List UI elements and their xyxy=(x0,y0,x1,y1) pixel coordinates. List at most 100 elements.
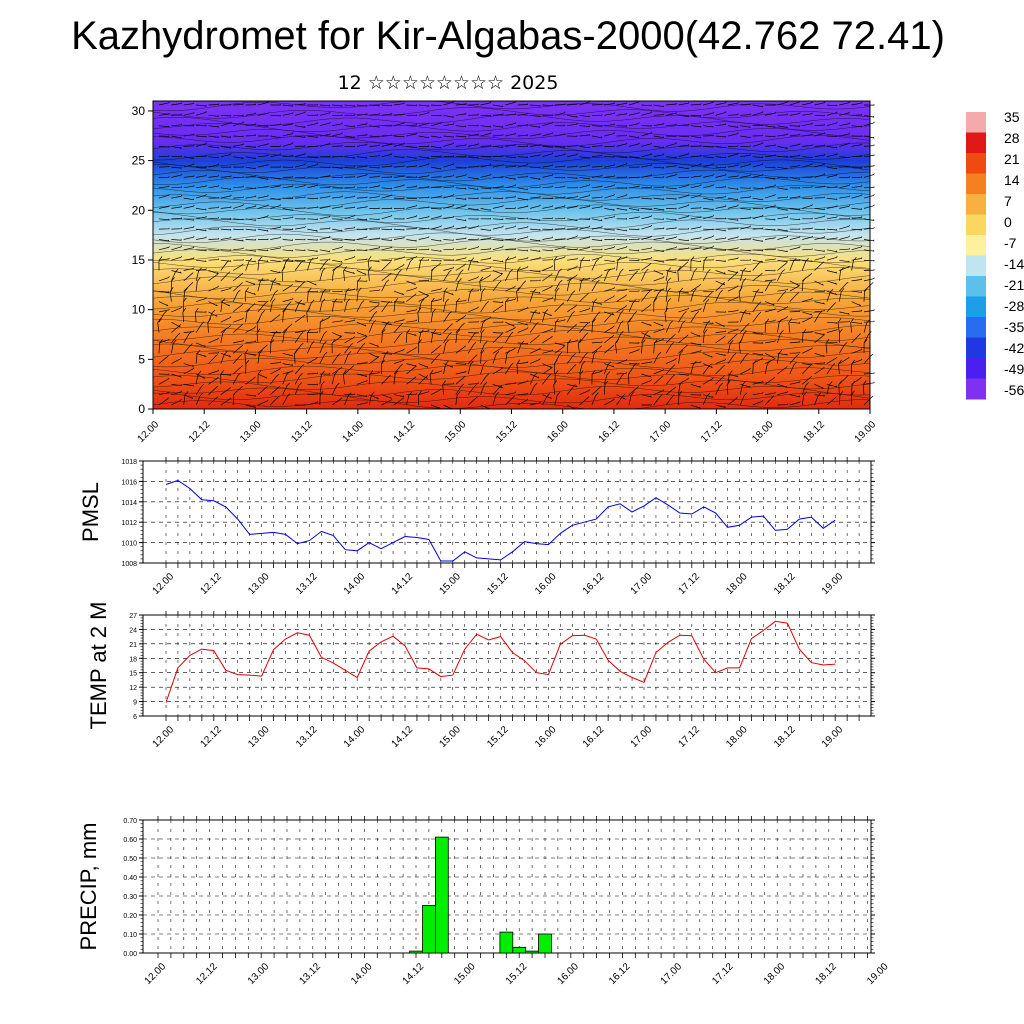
colorbar-label: 14 xyxy=(1004,172,1020,188)
colorbar-swatch xyxy=(966,153,986,174)
x-tick-label: 17.12 xyxy=(710,961,736,987)
colorbar-swatch xyxy=(966,358,986,379)
y-axis-title: PMSL xyxy=(78,482,103,542)
colorbar-swatch xyxy=(966,112,986,133)
y-tick-label: 0 xyxy=(138,402,145,416)
x-tick-label: 14.00 xyxy=(349,961,375,987)
colorbar-label: -28 xyxy=(1004,298,1024,314)
temp-panel: 6 9 12 15 18 21 24 27 12.00 12.12 13.00 13.12 14.00 1… xyxy=(86,602,875,750)
precip-bar xyxy=(512,946,527,954)
x-tick-label: 14.12 xyxy=(392,419,418,445)
x-tick-label: 16.00 xyxy=(533,571,559,597)
x-tick-label: 19.00 xyxy=(853,419,879,445)
precip-bar xyxy=(409,950,423,954)
colorbar-swatch xyxy=(966,317,986,338)
colorbar-swatch xyxy=(966,132,986,154)
colorbar-swatch xyxy=(966,194,986,215)
x-tick-label: 13.00 xyxy=(246,571,272,597)
x-tick-label: 19.00 xyxy=(820,571,846,597)
panel-frame xyxy=(142,614,872,717)
colorbar-label: 28 xyxy=(1004,130,1020,146)
x-tick-label: 18.12 xyxy=(772,571,798,597)
y-tick-label: 0.50 xyxy=(123,856,137,863)
x-tick-label: 13.00 xyxy=(246,724,272,750)
y-tick-label: 21 xyxy=(129,642,137,649)
precip-bar xyxy=(434,836,449,954)
y-axis-title: TEMP at 2 M xyxy=(86,602,111,730)
x-tick-label: 17.12 xyxy=(699,419,725,445)
y-tick-label: 1016 xyxy=(121,479,137,486)
colorbar-swatch xyxy=(966,378,986,400)
x-tick-label: 17.00 xyxy=(629,724,655,750)
y-tick-label: 0.10 xyxy=(123,932,137,939)
y-tick-label: 1010 xyxy=(121,541,137,548)
wind-barbs xyxy=(157,100,875,410)
x-tick-label: 12.00 xyxy=(151,724,177,750)
x-tick-label: 16.00 xyxy=(555,961,581,987)
x-tick-label: 18.12 xyxy=(801,419,827,445)
y-tick-label: 1012 xyxy=(121,520,137,527)
colorbar-label: -35 xyxy=(1004,319,1024,335)
x-tick-label: 13.12 xyxy=(297,961,323,987)
y-tick-label: 0.40 xyxy=(123,875,137,882)
x-tick-label: 17.00 xyxy=(659,961,685,987)
colorbar-label: 21 xyxy=(1004,151,1020,167)
x-tick-label: 16.12 xyxy=(581,571,607,597)
x-tick-label: 12.12 xyxy=(187,419,213,445)
x-tick-label: 16.12 xyxy=(607,961,633,987)
x-tick-label: 12.12 xyxy=(198,724,224,750)
y-tick-label: 15 xyxy=(132,253,146,267)
colorbar: 35 28 21 14 7 0 -7 -14 -21 -28 -35 -42 -49 -56 xyxy=(966,109,1024,400)
precip-bar xyxy=(499,931,514,954)
colorbar-swatch xyxy=(966,337,986,359)
y-tick-label: 15 xyxy=(129,671,137,678)
colorbar-label: -42 xyxy=(1004,340,1024,356)
y-tick-label: 1014 xyxy=(121,500,137,507)
colorbar-label: -14 xyxy=(1004,256,1024,272)
y-tick-label: 10 xyxy=(132,303,146,317)
y-tick-label: 30 xyxy=(132,104,146,118)
x-tick-label: 14.12 xyxy=(390,724,416,750)
x-tick-label: 15.00 xyxy=(437,724,463,750)
y-tick-label: 0.30 xyxy=(123,894,137,901)
y-tick-label: 1008 xyxy=(121,561,137,568)
colorbar-label: 7 xyxy=(1004,193,1012,209)
x-tick-label: 14.12 xyxy=(390,571,416,597)
x-tick-label: 12.00 xyxy=(151,571,177,597)
y-tick-label: 20 xyxy=(132,203,146,217)
x-tick-label: 18.12 xyxy=(813,961,839,987)
chart-subtitle: 12 ☆☆☆☆☆☆☆☆ 2025 xyxy=(337,72,559,94)
y-tick-label: 27 xyxy=(129,613,137,620)
y-tick-label: 18 xyxy=(129,656,137,663)
y-tick-label: 25 xyxy=(132,154,146,168)
x-tick-label: 17.00 xyxy=(648,419,674,445)
x-tick-label: 16.00 xyxy=(533,724,559,750)
cross-section-panel: 0 5 10 15 20 25 30 12.00 12.12 13.00 13.12 14.00 14.… xyxy=(132,100,879,445)
x-tick-label: 13.12 xyxy=(294,724,320,750)
series-line xyxy=(165,479,836,562)
x-tick-label: 13.12 xyxy=(294,571,320,597)
x-tick-label: 14.00 xyxy=(341,419,367,445)
x-tick-label: 18.00 xyxy=(762,961,788,987)
y-tick-label: 0.00 xyxy=(123,951,137,958)
colorbar-swatch xyxy=(966,276,986,297)
y-axis-title: PRECIP, mm xyxy=(76,823,101,951)
y-tick-label: 0.20 xyxy=(123,913,137,920)
x-tick-label: 17.00 xyxy=(629,571,655,597)
x-tick-label: 16.00 xyxy=(545,419,571,445)
y-tick-label: 1018 xyxy=(121,459,137,466)
colorbar-swatch xyxy=(966,296,986,318)
x-tick-label: 15.12 xyxy=(485,724,511,750)
x-tick-label: 12.12 xyxy=(194,961,220,987)
x-tick-label: 14.12 xyxy=(401,961,427,987)
x-tick-label: 15.12 xyxy=(504,961,530,987)
chart-title: Kazhydromet for Kir-Algabas-2000(42.762 … xyxy=(71,14,945,58)
x-tick-label: 14.00 xyxy=(342,571,368,597)
x-tick-label: 12.00 xyxy=(136,419,162,445)
x-tick-label: 12.00 xyxy=(143,961,169,987)
x-tick-label: 18.00 xyxy=(724,724,750,750)
x-tick-label: 16.12 xyxy=(597,419,623,445)
precip-bar xyxy=(422,905,436,954)
x-tick-label: 16.12 xyxy=(581,724,607,750)
x-tick-label: 15.00 xyxy=(443,419,469,445)
